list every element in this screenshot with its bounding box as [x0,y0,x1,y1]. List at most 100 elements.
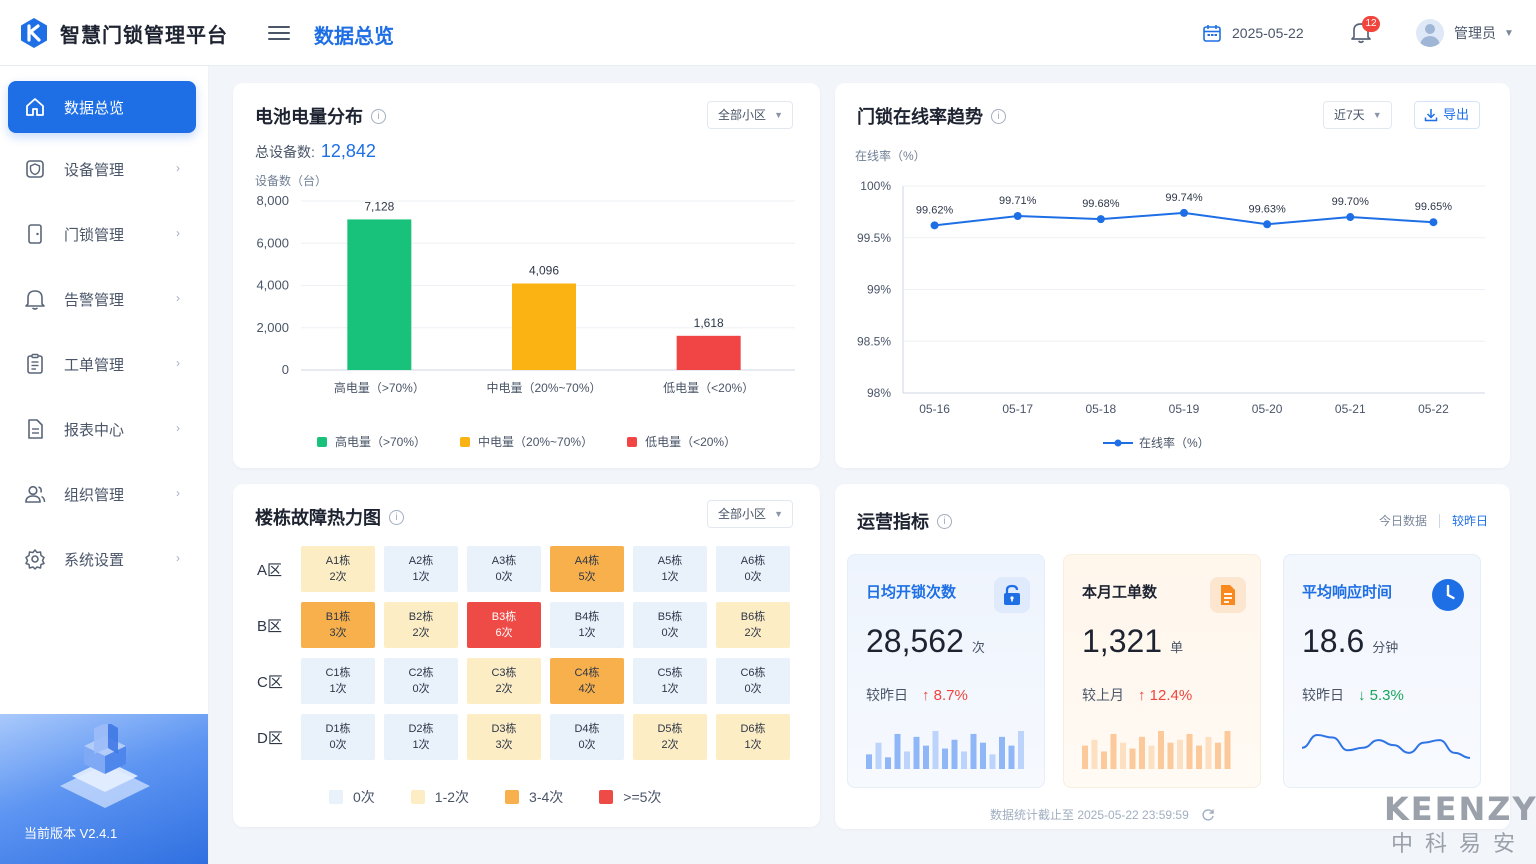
community-filter-select[interactable]: 全部小区 ▼ [707,500,794,528]
fault-count: 4次 [578,683,596,695]
chevron-right-icon: › [176,356,180,370]
heatmap-cell[interactable]: C3栋 2次 [467,658,541,704]
fault-count: 0次 [661,627,679,639]
export-label: 导出 [1443,107,1470,122]
heatmap-cell[interactable]: B4栋 1次 [550,602,624,648]
info-icon[interactable]: i [371,108,386,124]
kpi-card-monthly-work-orders[interactable]: 本月工单数 1,321 单 较上月 ↑ 12.4% [1063,554,1261,788]
online-rate-card: 门锁在线率趋势 i 近7天 ▼ 导出 在线率（%） 98% 98.5% 99% 99.… [835,83,1510,468]
data-point-label: 99.62% [916,204,954,216]
kpi-value-number: 18.6 [1302,623,1365,659]
sidebar-item-devices[interactable]: 设备管理 › [8,143,196,195]
sparkline-bar [999,736,1005,769]
refresh-icon[interactable] [1201,808,1215,822]
heatmap-cell[interactable]: A6栋 0次 [716,546,790,592]
fault-count: 2次 [329,571,347,583]
sparkline-bar [1196,745,1202,769]
sidebar-item-label: 组织管理 [64,486,125,504]
kpi-unit: 单 [1170,640,1184,655]
sidebar-item-label: 工单管理 [64,356,125,374]
legend-item-low[interactable]: 低电量（<20%） [627,433,736,450]
heatmap-cell[interactable]: C5栋 1次 [633,658,707,704]
heatmap-cell[interactable]: A2栋 1次 [384,546,458,592]
heatmap-cell[interactable]: D2栋 1次 [384,714,458,760]
tab-compare-yesterday[interactable]: 较昨日 [1451,514,1488,528]
fault-count: 1次 [661,571,679,583]
sparkline-bar [913,736,920,769]
heatmap-cell[interactable]: C1栋 1次 [301,658,375,704]
total-devices-label: 总设备数: [255,144,315,160]
document-icon [1210,577,1246,613]
y-tick-label: 98.5% [857,334,891,348]
heatmap-cell[interactable]: A4栋 5次 [550,546,624,592]
heatmap-cell[interactable]: D1栋 0次 [301,714,375,760]
sidebar-item-reports[interactable]: 报表中心 › [8,403,196,455]
heatmap-cell[interactable]: C6栋 0次 [716,658,790,704]
info-icon[interactable]: i [389,509,404,525]
heatmap-cell[interactable]: A5栋 1次 [633,546,707,592]
building-name: B3栋 [491,611,517,623]
sparkline-bar [1177,739,1183,769]
building-name: C2栋 [408,667,434,679]
sparkline-bar [894,733,901,769]
data-point [1429,218,1438,227]
device-shield-icon [24,158,46,180]
sparkline-bar [1158,731,1164,769]
heatmap-cell[interactable]: A1栋 2次 [301,546,375,592]
x-tick-label: 中电量（20%~70%） [486,380,601,395]
heatmap-cell[interactable]: D3栋 3次 [467,714,541,760]
sparkline-bars [866,731,1024,769]
sparkline-bar [961,751,967,769]
heatmap-cell[interactable]: B1栋 3次 [301,602,375,648]
watermark-logo: KEENZY 中科易安 [1384,790,1536,858]
info-icon[interactable]: i [937,513,952,529]
heatmap-cell[interactable]: B2栋 2次 [384,602,458,648]
user-menu[interactable]: 管理员 ▼ [1416,19,1514,47]
arrow-up-icon: ↑ [922,686,930,704]
date-picker[interactable]: 2025-05-22 [1202,23,1304,43]
legend-swatch [599,790,614,804]
avatar [1416,19,1444,47]
time-range-select[interactable]: 近7天 ▼ [1323,101,1392,129]
building-name: C5栋 [657,667,683,679]
sidebar-item-locks[interactable]: 门锁管理 › [8,208,196,260]
heatmap-cell[interactable]: B3栋 6次 [467,602,541,648]
info-icon[interactable]: i [991,108,1006,124]
sidebar-item-work-orders[interactable]: 工单管理 › [8,338,196,390]
kpi-card-daily-unlocks[interactable]: 日均开锁次数 28,562 次 较昨日 ↑ 8.7% [847,554,1045,788]
y-tick-label: 8,000 [256,193,289,208]
total-devices-value: 12,842 [320,141,376,161]
sidebar-item-organization[interactable]: 组织管理 › [8,468,196,520]
legend-swatch [317,436,327,447]
heatmap-cell[interactable]: A3栋 0次 [467,546,541,592]
tab-today-data[interactable]: 今日数据 [1378,514,1427,528]
heatmap-cell[interactable]: D4栋 0次 [550,714,624,760]
legend-item-medium[interactable]: 中电量（20%~70%） [460,433,593,450]
y-tick-label: 99% [867,283,891,297]
heatmap-cell[interactable]: B6栋 2次 [716,602,790,648]
menu-toggle-button[interactable] [268,22,290,42]
fault-count: 2次 [661,739,679,751]
sidebar-item-settings[interactable]: 系统设置 › [8,533,196,585]
legend-label: 3-4次 [529,789,564,805]
bar [347,219,412,370]
heatmap-cell[interactable]: C2栋 0次 [384,658,458,704]
heatmap-cell[interactable]: D5栋 2次 [633,714,707,760]
online-legend[interactable]: 在线率（%） [1103,434,1210,451]
bar [512,283,576,370]
sidebar-item-overview[interactable]: 数据总览 [8,81,196,133]
watermark-subtitle: 中科易安 [1390,831,1527,856]
community-filter-value: 全部小区 [718,507,767,521]
home-icon [24,96,46,118]
sidebar-item-alarms[interactable]: 告警管理 › [8,273,196,325]
legend-item-high[interactable]: 高电量（>70%） [317,433,426,450]
sparkline-bar [942,748,948,769]
heatmap-cell[interactable]: D6栋 1次 [716,714,790,760]
export-button[interactable]: 导出 [1414,101,1481,129]
community-filter-select[interactable]: 全部小区 ▼ [707,101,794,129]
kpi-card-avg-response-time[interactable]: 平均响应时间 18.6 分钟 较昨日 ↓ 5.3% [1283,554,1481,788]
heatmap-cell[interactable]: B5栋 0次 [633,602,707,648]
heatmap-cell[interactable]: C4栋 4次 [550,658,624,704]
brand[interactable]: 智慧门锁管理平台 [18,17,228,49]
notification-button[interactable]: 12 [1350,16,1380,46]
